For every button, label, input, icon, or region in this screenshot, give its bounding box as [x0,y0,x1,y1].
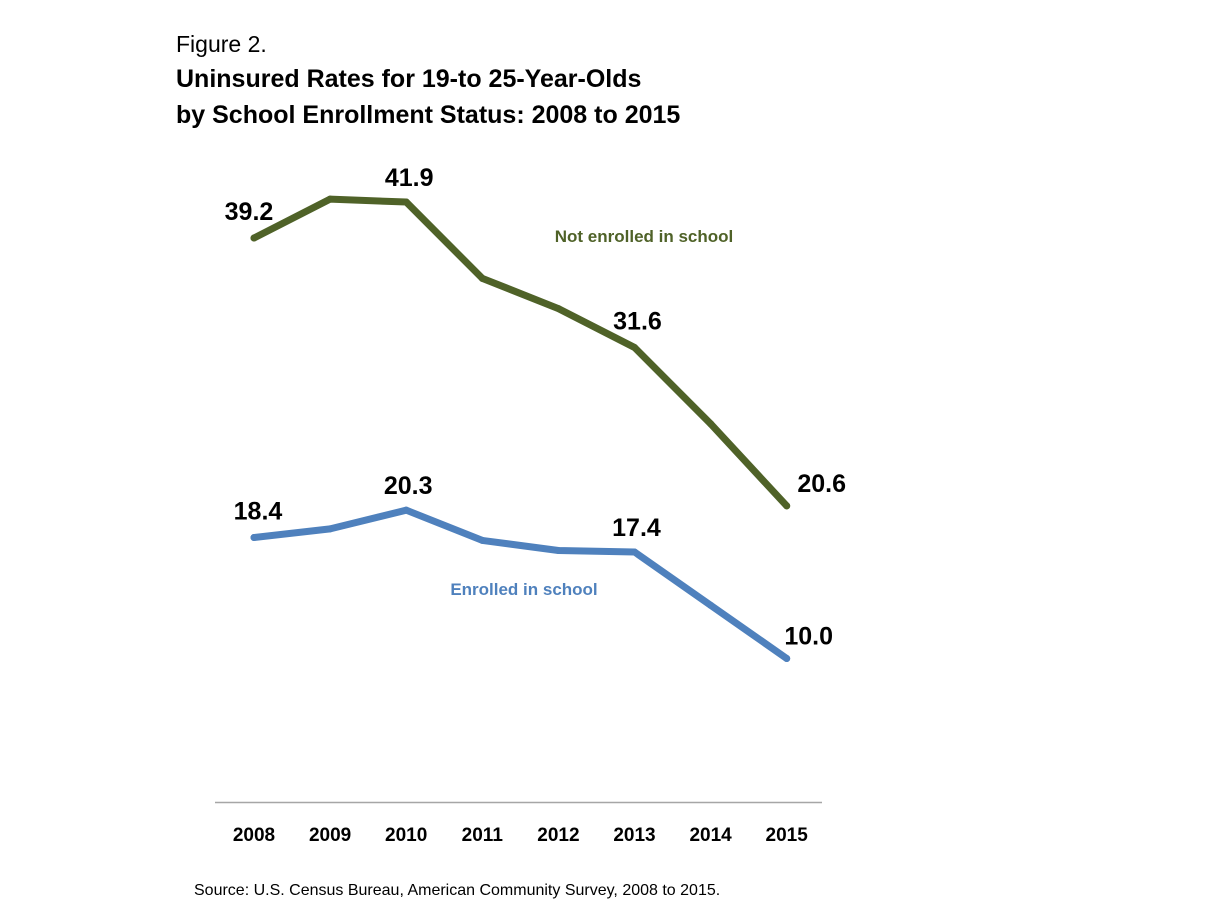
x-tick-label-2012: 2012 [537,825,579,846]
data-point-not-enrolled-in-school-2012 [554,305,562,313]
data-point-enrolled-in-school-2011 [478,536,486,544]
data-point-enrolled-in-school-2010 [402,506,410,514]
data-point-enrolled-in-school-2009 [326,525,334,533]
x-tick-label-2015: 2015 [766,825,809,846]
figure-label: Figure 2. [176,31,267,57]
data-label-enrolled-in-school-2010: 20.3 [384,472,433,500]
data-point-not-enrolled-in-school-2015 [783,502,791,510]
series-layer [250,195,791,662]
data-label-layer: 39.2 41.9 31.6 20.6 Not enrolled in school 18… [225,164,846,650]
x-tick-label-2009: 2009 [309,825,351,846]
data-point-enrolled-in-school-2012 [554,547,562,554]
data-label-enrolled-in-school-2015: 10.0 [784,623,833,651]
x-tick-label-2013: 2013 [613,825,655,846]
data-label-enrolled-in-school-2013: 17.4 [612,514,661,542]
data-label-enrolled-in-school-2008: 18.4 [234,498,283,526]
data-point-not-enrolled-in-school-2014 [707,420,715,428]
x-tick-label-2011: 2011 [462,825,504,846]
data-point-not-enrolled-in-school-2010 [402,198,410,206]
series-line-not-enrolled-in-school [250,195,791,510]
source-note: Source: U.S. Census Bureau, American Com… [194,882,721,899]
data-label-not-enrolled-in-school-2008: 39.2 [225,198,274,226]
data-point-enrolled-in-school-2015 [783,655,791,662]
x-tick-label-2010: 2010 [385,825,427,846]
series-name-label-not-enrolled-in-school: Not enrolled in school [555,227,734,246]
data-point-not-enrolled-in-school-2008 [250,234,258,242]
x-axis-ticks: 2008 2009 2010 2011 2012 2013 2014 2015 [233,825,808,846]
data-point-not-enrolled-in-school-2009 [326,195,334,203]
data-label-not-enrolled-in-school-2013: 31.6 [613,307,662,335]
data-point-enrolled-in-school-2008 [250,534,258,542]
data-point-enrolled-in-school-2014 [707,601,715,609]
x-tick-label-2014: 2014 [689,825,732,846]
x-tick-label-2008: 2008 [233,825,275,846]
series-name-label-enrolled-in-school: Enrolled in school [450,580,597,599]
series-line-enrolled-in-school [250,506,791,662]
data-point-enrolled-in-school-2013 [631,548,638,556]
data-point-not-enrolled-in-school-2013 [631,343,638,351]
data-label-not-enrolled-in-school-2010: 41.9 [385,164,434,192]
chart-title-line-2: by School Enrollment Status: 2008 to 201… [176,101,681,129]
data-point-not-enrolled-in-school-2011 [478,274,486,282]
chart-title-line-1: Uninsured Rates for 19-to 25-Year-Olds [176,65,642,93]
data-label-not-enrolled-in-school-2015: 20.6 [797,470,846,498]
